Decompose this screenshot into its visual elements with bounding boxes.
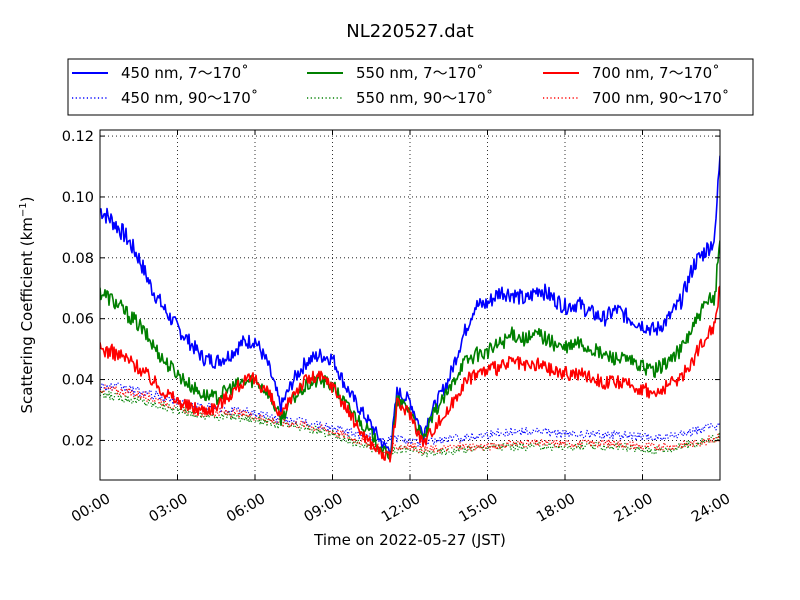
series-line-700-nm-7-170- [100, 285, 720, 463]
series-line-450-nm-7-170- [100, 155, 720, 456]
y-tick-label: 0.08 [62, 251, 94, 267]
y-tick-label: 0.02 [62, 433, 94, 449]
series-lines [100, 155, 720, 463]
legend-frame [67, 58, 754, 116]
series-line-550-nm-90-170- [100, 390, 720, 458]
x-axis-label: Time on 2022-05-27 (JST) [313, 531, 506, 549]
y-tick-label: 0.10 [62, 190, 94, 206]
y-axis-label: Scattering Coefficient (km−1) [18, 196, 36, 413]
legend-label: 550 nm, 7～170˚ [356, 64, 484, 82]
y-tick-label: 0.12 [62, 129, 94, 145]
legend-label: 450 nm, 90～170˚ [121, 89, 258, 107]
legend-label: 700 nm, 7～170˚ [592, 64, 720, 82]
y-tick-label: 0.04 [62, 373, 94, 389]
y-axis-label-main: Scattering Coefficient (km [18, 217, 36, 413]
legend-label: 700 nm, 90～170˚ [592, 89, 729, 107]
series-line-700-nm-90-170- [100, 384, 720, 455]
y-axis-label-superscript: −1 [18, 202, 29, 217]
y-axis-label-tail: ) [18, 196, 36, 202]
legend-label: 550 nm, 90～170˚ [356, 89, 493, 107]
y-tick-label: 0.06 [62, 312, 94, 328]
legend-label: 450 nm, 7～170˚ [121, 64, 249, 82]
chart-title: NL220527.dat [346, 21, 473, 42]
legend: 450 nm, 7～170˚ 450 nm, 90～170˚ 550 nm, 7～1… [67, 58, 754, 116]
